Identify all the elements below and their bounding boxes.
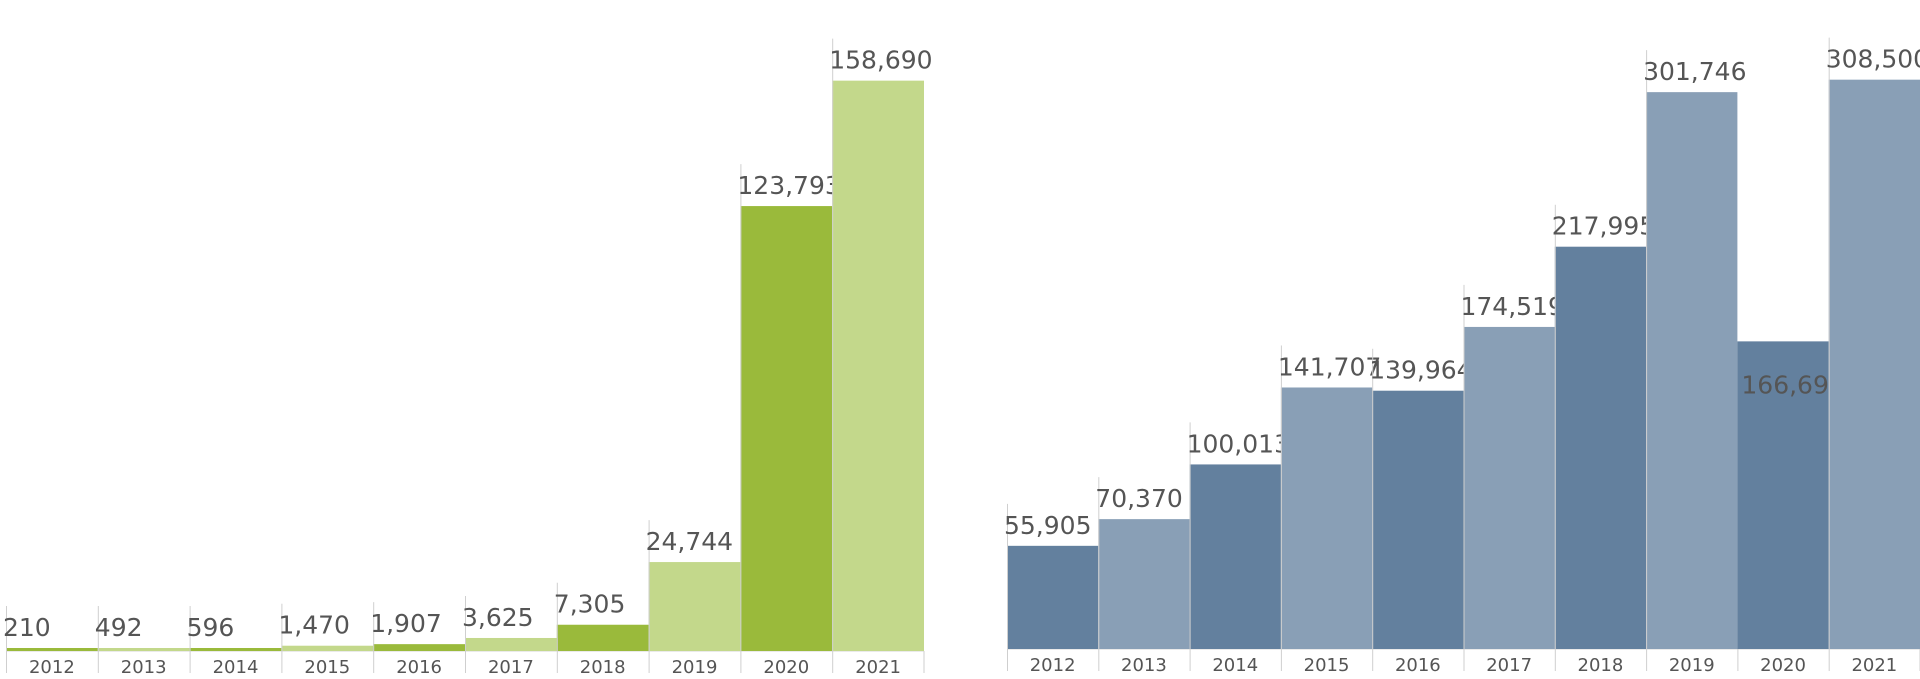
left-value-label-2016: 1,907 [370,609,442,638]
left-bar-2017 [465,637,557,651]
left-bar-2013 [97,648,190,651]
left-value-label-2017: 3,625 [462,603,534,632]
right-year-label-2018: 2018 [1578,655,1624,676]
right-bar-2018 [1554,246,1647,649]
right-bar-2013 [1098,519,1190,649]
right-value-label-2018: 217,995 [1552,212,1655,241]
right-bar-2019 [1646,92,1738,649]
left-year-label-2012: 2012 [29,657,75,678]
right-value-label-2019: 301,746 [1643,57,1746,86]
left-value-label-2012: 210 [3,613,51,642]
left-year-label-2017: 2017 [488,657,534,678]
left-year-label-2014: 2014 [213,657,259,678]
left-year-label-2015: 2015 [304,657,350,678]
left-bar-2014 [189,648,282,651]
left-value-label-2018: 7,305 [554,590,626,619]
left-bar-2020 [740,206,833,651]
left-bar-2012 [6,648,98,651]
left-bar-2016 [373,644,465,651]
left-year-label-2020: 2020 [763,657,809,678]
chart-left: 210 2012 492 2013 596 2014 1,470 2015 1,907 2016 3… [3,38,933,678]
right-bar-2016 [1372,390,1464,649]
right-year-label-2017: 2017 [1486,655,1532,676]
right-year-label-2021: 2021 [1851,655,1897,676]
right-bar-2020 [1737,341,1829,649]
left-year-label-2018: 2018 [580,657,626,678]
right-value-label-2017: 174,519 [1461,292,1564,321]
left-year-label-2019: 2019 [672,657,718,678]
left-bar-2019 [648,562,741,651]
right-value-label-2013: 70,370 [1095,484,1182,513]
left-year-label-2013: 2013 [121,657,167,678]
right-bar-2014 [1189,464,1281,649]
right-value-label-2014: 100,013 [1187,429,1290,458]
left-bar-2018 [556,624,649,651]
right-value-label-2015: 141,707 [1278,352,1381,381]
left-value-label-2014: 596 [187,613,235,642]
left-value-label-2021: 158,690 [829,46,932,75]
left-value-label-2015: 1,470 [278,611,350,640]
right-year-label-2013: 2013 [1121,655,1167,676]
right-bar-2021 [1828,79,1920,650]
right-value-label-2020: 166,699 [1741,370,1844,399]
left-value-label-2013: 492 [95,613,143,642]
right-year-label-2016: 2016 [1395,655,1441,676]
right-bar-2012 [1007,545,1099,649]
right-value-label-2012: 55,905 [1004,511,1091,540]
left-value-label-2019: 24,744 [646,527,733,556]
right-year-label-2020: 2020 [1760,655,1806,676]
right-value-label-2021: 308,500 [1826,45,1920,74]
right-year-label-2012: 2012 [1030,655,1076,676]
right-year-label-2019: 2019 [1669,655,1715,676]
left-year-label-2016: 2016 [396,657,442,678]
right-year-label-2015: 2015 [1304,655,1350,676]
left-bar-2015 [281,645,374,651]
right-year-label-2014: 2014 [1212,655,1258,676]
right-value-label-2016: 139,964 [1369,356,1472,385]
right-bar-2015 [1280,387,1373,649]
left-value-label-2020: 123,793 [737,171,840,200]
right-bar-2017 [1463,326,1555,649]
left-bar-2021 [832,80,924,651]
chart-right: 55,905 2012 70,370 2013 100,013 2014 141,707 20… [1004,37,1920,676]
left-year-label-2021: 2021 [855,657,901,678]
